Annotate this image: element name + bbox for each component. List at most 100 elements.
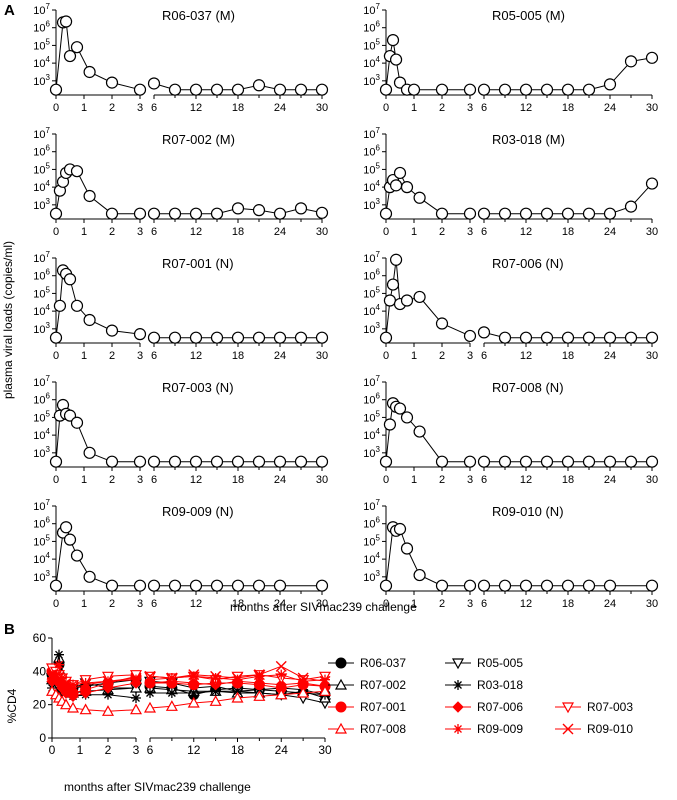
data-point (131, 693, 141, 703)
x-tick-label: 12 (190, 226, 202, 238)
y-tick-label: 107 (33, 126, 50, 141)
x-tick-label: 24 (275, 743, 289, 757)
data-point (252, 579, 266, 592)
data-point (232, 672, 243, 684)
data-point (70, 416, 84, 429)
x-tick-label: 1 (81, 102, 87, 114)
data-point (645, 455, 659, 468)
y-tick-label: 105 (33, 161, 50, 176)
data-point (624, 55, 638, 68)
data-point (83, 189, 96, 203)
data-point (168, 455, 182, 468)
data-point (168, 331, 182, 344)
x-tick-label: 30 (646, 598, 658, 610)
x-tick-label: 30 (316, 598, 328, 610)
x-tick-label: 12 (190, 598, 202, 610)
data-point (54, 649, 64, 660)
legend-label: R09-009 (477, 722, 523, 736)
data-point (189, 331, 203, 344)
subplot-title: R09-009 (N) (162, 504, 234, 519)
data-point (145, 688, 155, 698)
x-tick-label: 24 (274, 350, 286, 362)
data-point (101, 705, 115, 716)
x-tick-label: 18 (562, 350, 574, 362)
legend: R06-037 R05-005 R07-002 R03-018 R07-001 R07-0… (328, 656, 633, 736)
data-point (133, 328, 147, 341)
x-tick-label: 3 (467, 226, 473, 238)
data-point (386, 34, 400, 47)
x-tick-label: 18 (232, 350, 244, 362)
data-point (413, 425, 426, 438)
data-point (519, 207, 533, 220)
y-tick-label: 105 (363, 285, 380, 300)
data-point (133, 83, 147, 96)
legend-label: R07-006 (477, 700, 523, 714)
data-point (59, 15, 73, 28)
data-point (315, 206, 329, 219)
data-point (232, 674, 243, 685)
x-tick-label: 3 (133, 743, 140, 757)
data-point (70, 549, 84, 562)
data-point (59, 521, 73, 534)
legend-marker (334, 722, 348, 734)
x-tick-label: 1 (81, 598, 87, 610)
data-point (67, 690, 79, 703)
subplot-title: R07-002 (M) (162, 132, 235, 147)
data-point (166, 672, 178, 684)
data-point (165, 700, 178, 711)
x-tick-label: 6 (481, 350, 487, 362)
x-tick-label: 30 (316, 350, 328, 362)
data-point (273, 331, 287, 344)
data-point (519, 83, 533, 96)
x-tick-label: 6 (151, 226, 157, 238)
legend-item: R03-018 (445, 678, 523, 692)
x-tick-label: 3 (137, 102, 143, 114)
y-tick-label: 104 (33, 303, 50, 318)
subplot-title: R07-008 (N) (492, 380, 564, 395)
data-point (463, 329, 477, 343)
panel-a-x-axis-label: months after SIVmac239 challenge (230, 600, 417, 614)
x-tick-label: 0 (53, 102, 59, 114)
data-point (645, 579, 659, 592)
x-tick-label: 18 (562, 226, 574, 238)
data-point (477, 579, 491, 592)
x-tick-label: 30 (646, 102, 658, 114)
data-point (379, 331, 393, 344)
legend-label: R05-005 (477, 656, 523, 670)
data-point (463, 207, 477, 220)
data-point (231, 579, 245, 592)
x-tick-label: 18 (562, 474, 574, 486)
data-point (103, 689, 113, 700)
x-tick-label: 0 (53, 350, 59, 362)
data-point (477, 455, 491, 468)
data-point (68, 679, 78, 690)
data-point (273, 83, 287, 96)
data-point (603, 331, 617, 344)
data-point (210, 686, 221, 697)
legend-label: R03-018 (477, 678, 523, 692)
legend-label: R09-010 (587, 722, 633, 736)
data-point (645, 331, 659, 344)
x-tick-label: 3 (467, 598, 473, 610)
data-point (294, 83, 308, 96)
data-point (407, 83, 421, 96)
data-point (498, 83, 512, 96)
y-tick-label: 103 (363, 569, 380, 584)
y-tick-label: 104 (33, 55, 50, 70)
data-point (105, 76, 119, 89)
y-tick-label: 107 (33, 2, 50, 17)
legend-item: R07-001 (328, 700, 406, 714)
data-point (66, 701, 80, 713)
data-point (400, 542, 414, 555)
x-tick-label: 2 (109, 474, 115, 486)
x-tick-label: 2 (105, 743, 112, 757)
data-point (133, 455, 147, 468)
data-point (253, 677, 266, 689)
y-tick-label: 103 (33, 569, 50, 584)
data-point (231, 83, 245, 96)
x-tick-label: 6 (481, 474, 487, 486)
data-point (294, 202, 308, 215)
